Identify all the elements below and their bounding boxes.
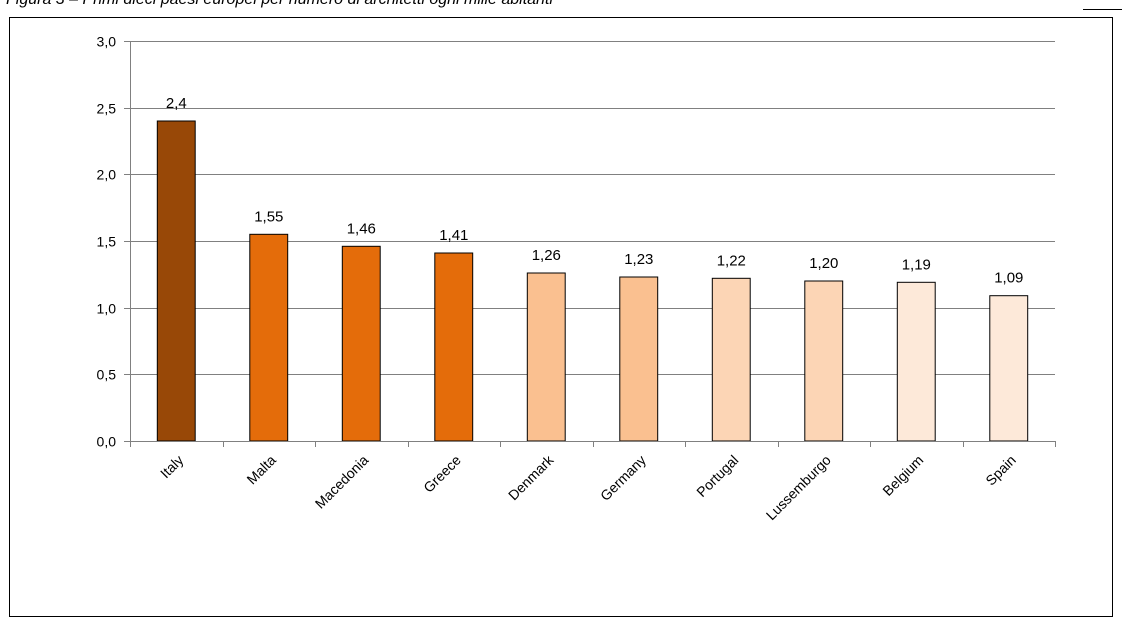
x-tick-label: Greece [420,452,464,496]
data-label: 1,55 [254,208,283,225]
bar-denmark [526,272,566,442]
axes [130,41,1055,447]
data-label: 1,19 [902,256,931,273]
bar-malta [249,233,289,442]
data-labels: 2,4 1,55 1,46 1,41 1,26 1,23 1,22 1,20 1,19 1,09 [166,95,1024,287]
data-label: 2,4 [166,95,187,112]
x-tick-label: Macedonia [312,452,372,512]
y-tick-label: 2,0 [97,167,117,183]
data-label: 1,20 [809,255,838,272]
bar-chart: 0,0 0,5 1,0 1,5 2,0 2,5 3,0 2,4 1,55 1,46 1,41 1,2… [97,34,1056,523]
bar-spain [989,295,1029,442]
bar-portugal [711,277,751,442]
data-label: 1,41 [439,227,468,244]
data-label: 1,22 [717,252,746,269]
y-tick-label: 0,5 [97,367,117,383]
x-tick-label: Portugal [693,452,741,500]
data-label: 1,26 [532,247,561,264]
x-tick-label: Malta [243,452,279,488]
bar-italy [156,120,196,442]
figure-caption: Figura 3 – Primi dieci paesi europei per… [6,0,553,9]
bar-germany [619,276,659,442]
x-tick-label: Spain [982,452,1019,489]
y-axis-tick-labels: 0,0 0,5 1,0 1,5 2,0 2,5 3,0 [97,34,130,450]
x-tick-label: Germany [597,452,649,504]
x-tick-label: Italy [157,452,186,481]
bar-belgium [896,281,936,442]
data-label: 1,09 [994,270,1023,287]
x-tick-label: Lussemburgo [763,452,834,523]
y-tick-label: 3,0 [97,34,117,50]
bar-macedonia [341,245,381,442]
y-tick-label: 1,0 [97,301,117,317]
bar-lussemburgo [804,280,844,442]
x-tick-label: Denmark [505,451,557,503]
y-tick-label: 2,5 [97,101,117,117]
y-tick-label: 0,0 [97,434,117,450]
bar-greece [434,252,474,442]
caption-rule [1083,9,1122,10]
y-tick-label: 1,5 [97,234,117,250]
x-tick-label: Belgium [879,452,926,499]
data-label: 1,46 [347,220,376,237]
x-axis-tick-labels: Italy Malta Macedonia Greece Denmark Germany P… [157,441,1056,523]
bars [156,120,1029,442]
data-label: 1,23 [624,251,653,268]
